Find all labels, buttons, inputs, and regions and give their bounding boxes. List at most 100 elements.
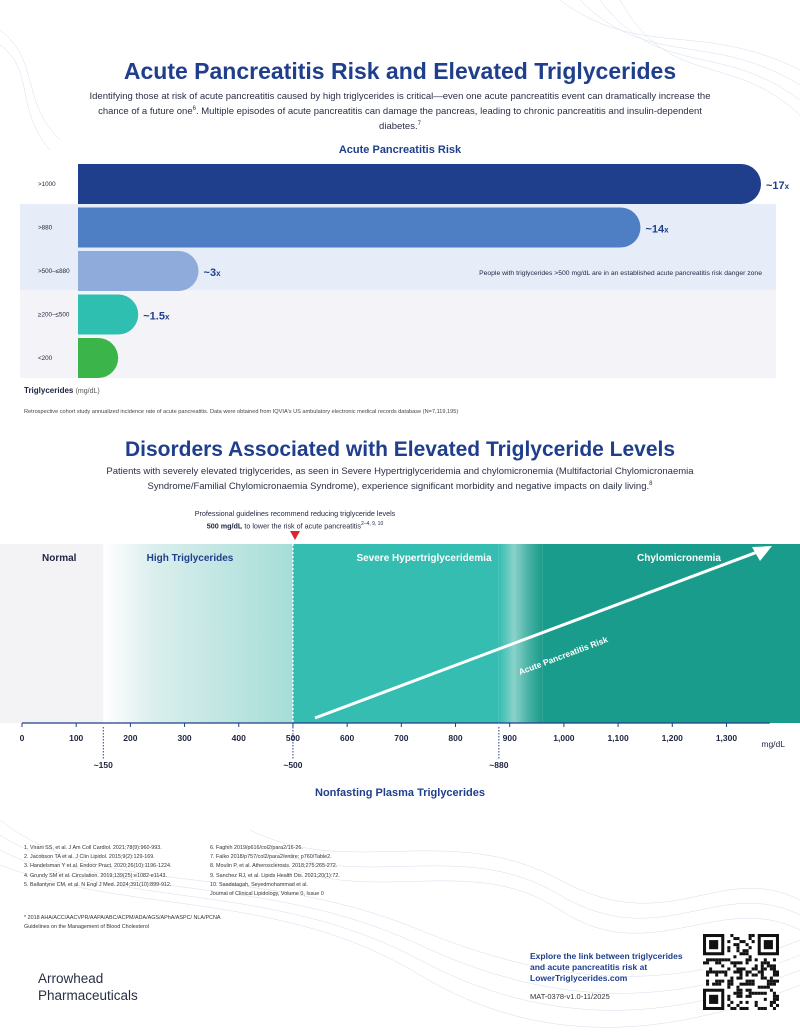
guidelines-footnote: * 2018 AHA/ACC/AACVPR/AAPA/ABC/ACPM/ADA/… (24, 915, 221, 930)
x-tick-label: 400 (232, 733, 246, 743)
qr-module (757, 1006, 761, 1010)
qr-module (727, 949, 731, 953)
qr-module (736, 949, 740, 953)
qr-module (769, 988, 773, 992)
qr-module (745, 958, 749, 962)
x-tick-label: 1,000 (553, 733, 575, 743)
qr-module (754, 1000, 758, 1004)
qr-module (739, 961, 743, 965)
qr-module (748, 982, 752, 986)
qr-module (763, 958, 767, 962)
qr-module (772, 970, 776, 974)
intro-text: Identifying those at risk of acute pancr… (89, 91, 711, 133)
qr-finder (709, 994, 719, 1004)
qr-module (760, 961, 764, 965)
website-callout: Explore the link between triglycerides a… (530, 951, 683, 983)
qr-module (706, 973, 710, 977)
qr-module (760, 1006, 764, 1010)
qr-module (706, 958, 710, 962)
qr-module (742, 940, 746, 944)
qr-module (745, 988, 749, 992)
qr-module (775, 994, 779, 998)
reference-item: 4. Grundy SM et al. Circulation. 2019;13… (24, 872, 167, 879)
x-tick-label: 300 (177, 733, 191, 743)
qr-module (742, 982, 746, 986)
qr-module (736, 988, 740, 992)
qr-module (727, 985, 731, 989)
qr-module (736, 985, 740, 989)
x-tick-label: 600 (340, 733, 354, 743)
qr-module (772, 1006, 776, 1010)
x-tick-label: 500 (286, 733, 300, 743)
qr-module (706, 979, 710, 983)
qr-module (766, 982, 770, 986)
qr-module (718, 982, 722, 986)
qr-module (715, 982, 719, 986)
qr-module (775, 997, 779, 1001)
qr-module (754, 967, 758, 971)
qr-module (733, 964, 737, 968)
zone-severe (292, 544, 499, 723)
reference-item: 5. Ballantyne CM, et al. N Engl J Med. 2… (24, 881, 172, 888)
qr-module (757, 985, 761, 989)
qr-module (772, 964, 776, 968)
qr-module (748, 937, 752, 941)
category-label: >500–≤880 (38, 268, 70, 275)
qr-module (751, 934, 755, 938)
guideline-pointer-icon (290, 531, 300, 540)
qr-module (760, 976, 764, 980)
reference-item: 8. Moulin P, et al. Atherosclerosis. 201… (210, 863, 338, 870)
qr-module (733, 943, 737, 947)
risk-bar-chart: >1000 ~17x >880 ~14x >500–≤880 ~3x ≥200–≤500 ~1… (20, 164, 790, 378)
reference-item: 10. Saadatagah, Seyedmohammad et al. (210, 881, 308, 888)
qr-module (733, 991, 737, 995)
x-tick-label: 1,200 (662, 733, 684, 743)
qr-module (772, 982, 776, 986)
reference-item: 2. Jacobson TA et al. J Clin Lipidol. 20… (24, 854, 155, 861)
risk-arrow (314, 546, 769, 720)
page-title: Acute Pancreatitis Risk and Elevated Tri… (123, 58, 677, 84)
qr-module (739, 973, 743, 977)
qr-module (769, 967, 773, 971)
qr-module (745, 1000, 749, 1004)
qr-module (709, 958, 713, 962)
qr-module (772, 991, 776, 995)
x-axis-unit: mg/dL (761, 739, 785, 749)
qr-module (718, 961, 722, 965)
guideline-callout: Professional guidelines recommend reduci… (194, 509, 396, 531)
x-axis-title: Nonfasting Plasma Triglycerides (315, 787, 485, 799)
qr-module (763, 976, 767, 980)
qr-module (763, 1006, 767, 1010)
qr-module (772, 967, 776, 971)
qr-module (733, 970, 737, 974)
qr-module (727, 958, 731, 962)
qr-module (715, 973, 719, 977)
document-code: MAT-0378-v1.0-11/2025 (530, 992, 610, 1001)
qr-module (748, 958, 752, 962)
qr-module (736, 943, 740, 947)
bar-4 (78, 338, 119, 378)
chart-title: Acute Pancreatitis Risk (338, 144, 462, 156)
qr-module (730, 1006, 734, 1010)
qr-module (742, 967, 746, 971)
section-title: Disorders Associated with Elevated Trigl… (124, 438, 676, 461)
qr-module (760, 964, 764, 968)
reference-item: 6. Faghih 2019/p616/col2/para2/16-26. (210, 845, 303, 851)
qr-module (748, 979, 752, 983)
qr-module (751, 979, 755, 983)
x-tick-label: 900 (503, 733, 517, 743)
qr-module (754, 991, 758, 995)
qr-module (760, 967, 764, 971)
x-tick-label: 700 (394, 733, 408, 743)
qr-module (754, 964, 758, 968)
qr-module (742, 952, 746, 956)
zone-transition (498, 544, 543, 723)
qr-module (742, 949, 746, 953)
x-tick-label: 0 (20, 733, 25, 743)
data-label: ~3x (204, 267, 222, 279)
qr-code-icon[interactable] (703, 934, 779, 1010)
danger-zone-note: People with triglycerides >500 mg/dL are… (479, 270, 762, 277)
qr-module (745, 982, 749, 986)
qr-module (739, 982, 743, 986)
qr-module (766, 985, 770, 989)
